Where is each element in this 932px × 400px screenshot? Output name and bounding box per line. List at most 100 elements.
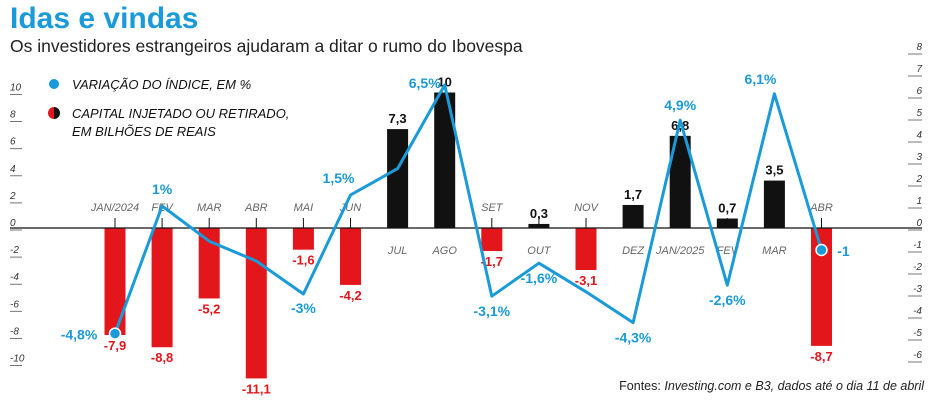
- legend-capital-label-1: CAPITAL INJETADO OU RETIRADO,: [72, 106, 289, 121]
- month-label: MAI: [294, 202, 314, 214]
- right-tick-label: -4: [913, 306, 922, 317]
- legend-index-marker: [49, 79, 59, 89]
- left-tick-label: -2: [10, 245, 19, 256]
- right-tick-label: -6: [913, 350, 922, 361]
- bar-value-label: 3,5: [765, 163, 783, 178]
- index-value-label: -2,6%: [709, 292, 746, 308]
- capital-bar: [245, 228, 267, 379]
- right-tick-label: -5: [913, 328, 922, 339]
- capital-bar: [387, 129, 409, 228]
- right-tick-label: -2: [913, 262, 922, 273]
- bar-value-label: 1,7: [624, 187, 642, 202]
- capital-bar: [481, 228, 503, 252]
- left-tick-label: 0: [10, 218, 16, 229]
- left-tick-label: -4: [10, 272, 19, 283]
- month-label: AGO: [431, 245, 457, 257]
- left-axis: 10 8 6 4 2 0 -2 -4 -6 -8 -10: [9, 83, 25, 366]
- index-labels: -4,8% 1% -3% 1,5% 6,5% -3,1% -1,6% -4,3% 4,9% -2,…: [61, 71, 850, 346]
- bar-value-label: -11,1: [242, 381, 271, 396]
- capital-bar: [292, 228, 314, 250]
- legend-index-label: VARIAÇÃO DO ÍNDICE, EM %: [72, 77, 251, 92]
- month-ticks: [114, 218, 822, 228]
- index-line: [113, 83, 823, 335]
- left-tick-label: -6: [10, 299, 19, 310]
- capital-bars: [104, 92, 832, 379]
- month-label: JUL: [387, 245, 408, 257]
- month-label: OUT: [527, 245, 552, 257]
- month-label: ABR: [809, 202, 833, 214]
- index-value-label: -3%: [291, 300, 316, 316]
- capital-bar: [151, 228, 173, 348]
- source-text: Investing.com e B3, dados até o dia 11 d…: [664, 379, 925, 393]
- right-tick-label: 8: [916, 42, 922, 53]
- capital-bar: [528, 223, 550, 228]
- bar-value-label: -3,1: [575, 273, 597, 288]
- index-value-label: -4,8%: [61, 327, 98, 343]
- left-tick-label: 4: [10, 164, 16, 175]
- capital-bar: [716, 218, 738, 228]
- index-value-label: -3,1%: [474, 303, 511, 319]
- bar-value-label: 7,3: [389, 111, 407, 126]
- bar-value-label: -8,7: [810, 349, 832, 364]
- right-tick-label: 6: [916, 86, 922, 97]
- index-value-label: -1: [837, 243, 850, 259]
- bar-value-label: 0,3: [530, 206, 548, 221]
- index-value-label: 4,9%: [664, 97, 696, 113]
- month-label: JAN/2025: [655, 245, 705, 257]
- index-value-label: 6,5%: [409, 75, 441, 91]
- chart-subtitle: Os investidores estrangeiros ajudaram a …: [10, 36, 523, 56]
- bar-value-label: -8,8: [151, 350, 173, 365]
- right-tick-label: 7: [916, 64, 922, 75]
- month-label: MAR: [197, 202, 222, 214]
- capital-bar: [340, 228, 361, 285]
- capital-bar: [434, 92, 456, 228]
- index-series: [108, 83, 828, 340]
- left-tick-label: -8: [10, 326, 19, 337]
- right-tick-label: 2: [915, 174, 922, 185]
- index-value-label: -1,6%: [521, 270, 558, 286]
- index-value-label: 6,1%: [744, 71, 776, 87]
- month-label: SET: [481, 202, 504, 214]
- bar-value-label: -1,6: [292, 253, 314, 268]
- index-value-label: 1%: [152, 181, 173, 197]
- right-tick-label: -3: [913, 284, 922, 295]
- legend-capital-marker: [48, 107, 60, 119]
- month-label: MAR: [762, 245, 787, 257]
- source-note: Fontes: Investing.com e B3, dados até o …: [619, 379, 925, 393]
- right-tick-label: 1: [916, 196, 922, 207]
- right-axis: 8 7 6 5 4 3 2 1 0 -1 -2 -3 -4 -5 -6: [908, 42, 922, 363]
- left-tick-label: -10: [10, 354, 25, 365]
- capital-bar: [104, 228, 126, 336]
- bar-labels: -7,9-8,8-5,2-11,1-1,6-4,27,310-1,70,3-3,…: [104, 75, 833, 397]
- month-label: ABR: [244, 202, 268, 214]
- capital-bar: [575, 228, 597, 271]
- capital-bar: [669, 135, 691, 228]
- month-label: JAN/2024: [90, 202, 139, 214]
- chart-title: Idas e vindas: [10, 2, 198, 35]
- legend-capital-label-2: EM BILHÕES DE REAIS: [72, 124, 216, 139]
- capital-bar: [811, 228, 832, 346]
- left-tick-label: 6: [10, 137, 16, 148]
- right-tick-label: 5: [916, 108, 922, 119]
- right-tick-label: 0: [916, 218, 922, 229]
- index-point: [108, 327, 122, 340]
- bar-value-label: -5,2: [198, 301, 220, 316]
- right-tick-label: 3: [916, 152, 922, 163]
- left-tick-label: 10: [10, 83, 22, 94]
- capital-bar: [622, 204, 644, 228]
- capital-bar: [198, 228, 220, 299]
- bar-value-label: 0,7: [718, 201, 736, 216]
- left-tick-label: 8: [10, 110, 16, 121]
- bar-value-label: -4,2: [339, 288, 361, 303]
- index-point: [815, 243, 828, 257]
- left-tick-label: 2: [9, 191, 16, 202]
- bar-value-label: -7,9: [104, 338, 126, 353]
- right-tick-label: 4: [916, 130, 922, 141]
- source-prefix: Fontes:: [619, 379, 664, 393]
- month-label: NOV: [574, 202, 600, 214]
- index-value-label: 1,5%: [323, 170, 355, 186]
- capital-bar: [763, 180, 785, 228]
- right-tick-label: -1: [913, 240, 922, 251]
- bar-value-label: 10: [437, 75, 451, 90]
